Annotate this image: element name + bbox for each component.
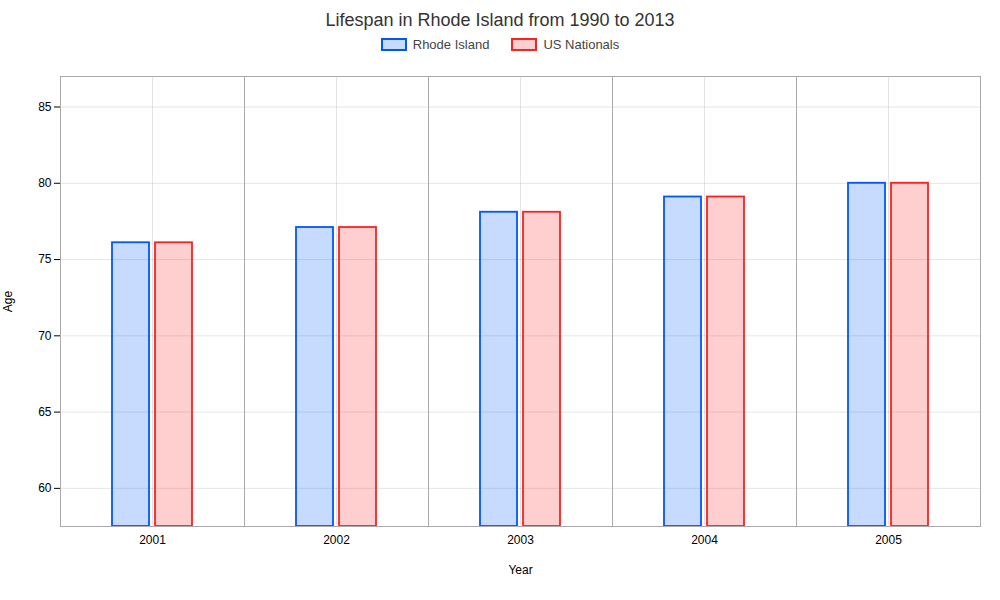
svg-text:75: 75 [38,252,52,266]
html-text:US Nationals: US Nationals [543,37,620,52]
html-text:Lifespan in Rhode Island from: Lifespan in Rhode Island from 1990 to 20… [325,10,675,30]
svg-text:2004: 2004 [691,533,718,547]
svg-text:2001: 2001 [139,533,166,547]
html-text:Rhode Island: Rhode Island [412,37,490,52]
svg-text:2005: 2005 [875,533,902,547]
svg-text:Year: Year [508,563,532,577]
svg-text:Age: Age [1,291,15,313]
svg-text:2002: 2002 [323,533,350,547]
svg-text:2003: 2003 [507,533,534,547]
svg-text:80: 80 [38,176,52,190]
svg-text:70: 70 [38,329,52,343]
svg-text:85: 85 [38,100,52,114]
svg-text:65: 65 [38,405,52,419]
svg-text:60: 60 [38,481,52,495]
